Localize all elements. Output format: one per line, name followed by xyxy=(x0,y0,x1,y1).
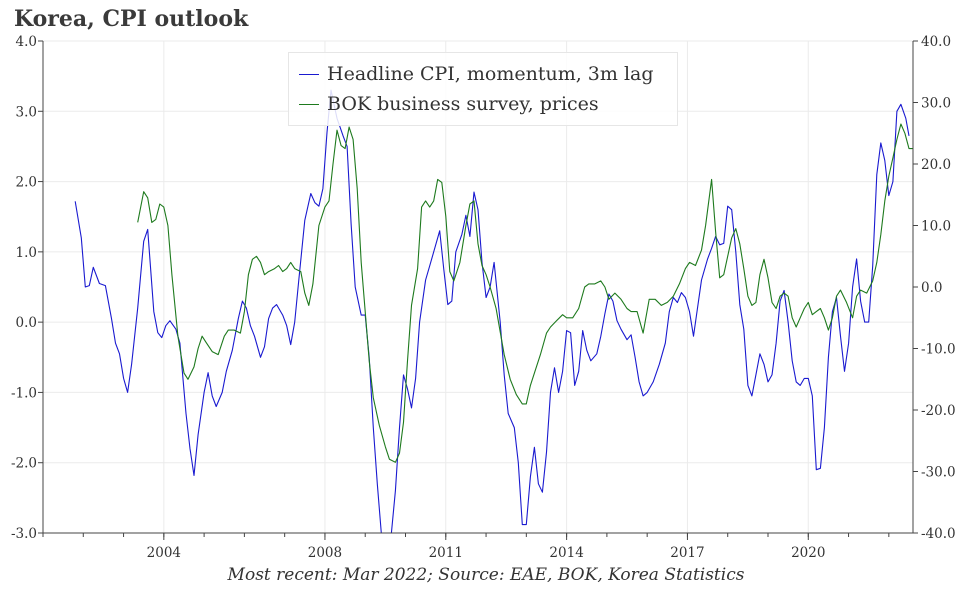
legend-item-headline-cpi: Headline CPI, momentum, 3m lag xyxy=(299,61,654,87)
axes: 4.0 3.0 2.0 1.0 0.0 -1.0 -2.0 -3.0 40.0 30.0 20.0 1… xyxy=(11,34,956,561)
legend-swatch-headline-cpi xyxy=(299,73,319,75)
y-right-tick-label: 30.0 xyxy=(921,96,951,112)
y-right-tick-label: 40.0 xyxy=(921,34,951,50)
x-tick-label: 2017 xyxy=(670,545,704,561)
y-right-tick-label: -40.0 xyxy=(921,526,956,542)
series-line-bok-survey xyxy=(137,123,913,463)
y-right-tick-label: -10.0 xyxy=(921,342,956,358)
y-left-tick-label: -3.0 xyxy=(11,526,37,542)
plot-area xyxy=(74,89,913,533)
y-left-tick-label: 4.0 xyxy=(16,34,37,50)
y-left-tick-label: 2.0 xyxy=(16,175,37,191)
y-left-tick-label: 1.0 xyxy=(16,245,37,261)
y-left-tick-label: 3.0 xyxy=(16,104,37,120)
x-tick-label: 2014 xyxy=(549,545,583,561)
y-left-tick-label: 0.0 xyxy=(16,315,37,331)
y-left-tick-label: -2.0 xyxy=(11,456,37,472)
x-tick-label: 2020 xyxy=(791,545,825,561)
y-right-tick-label: -30.0 xyxy=(921,465,956,481)
legend: Headline CPI, momentum, 3m lag BOK busin… xyxy=(288,52,678,126)
y-right-tick-label: 10.0 xyxy=(921,219,951,235)
x-tick-label: 2011 xyxy=(429,545,463,561)
y-right-tick-label: 0.0 xyxy=(921,280,942,296)
series-line-headline-cpi xyxy=(74,89,910,533)
source-note: Most recent: Mar 2022; Source: EAE, BOK,… xyxy=(227,565,745,585)
legend-item-bok-survey: BOK business survey, prices xyxy=(299,91,599,117)
x-tick-label: 2008 xyxy=(308,545,342,561)
x-tick-label: 2004 xyxy=(147,545,181,561)
chart-title: Korea, CPI outlook xyxy=(14,6,249,32)
legend-swatch-bok-survey xyxy=(299,103,319,105)
y-right-tick-label: -20.0 xyxy=(921,403,956,419)
legend-label-headline-cpi: Headline CPI, momentum, 3m lag xyxy=(327,63,654,85)
y-right-tick-label: 20.0 xyxy=(921,157,951,173)
legend-label-bok-survey: BOK business survey, prices xyxy=(327,93,599,115)
y-left-tick-label: -1.0 xyxy=(11,385,37,401)
